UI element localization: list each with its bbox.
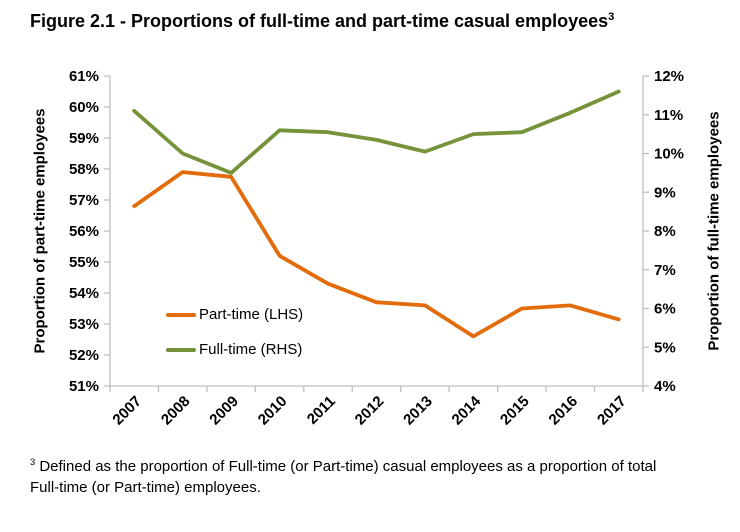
- legend: Part-time (LHS) Full-time (RHS): [166, 306, 303, 359]
- right-axis-tick-label: 5%: [654, 339, 676, 356]
- left-axis-tick-label: 51%: [69, 378, 99, 395]
- x-axis-tick-label: 2013: [400, 393, 436, 429]
- left-axis-tick-label: 55%: [69, 254, 99, 271]
- left-axis-tick-label: 61%: [69, 68, 99, 85]
- footnote-line-2: Full-time (or Part-time) employees.: [30, 479, 261, 496]
- left-axis-tick-label: 59%: [69, 130, 99, 147]
- footnote-marker: 3: [30, 457, 36, 467]
- line-chart-plot: 51% 52% 53% 54% 55% 56% 57% 58% 59% 60% 61% 4% 5% 6% 7…: [69, 68, 684, 429]
- part-time-line-swatch: [166, 313, 196, 317]
- left-axis-tick-label: 53%: [69, 316, 99, 333]
- legend-item-part-time: Part-time (LHS): [166, 306, 303, 324]
- x-axis-tick-label: 2009: [206, 393, 242, 429]
- left-axis-tick-label: 54%: [69, 285, 99, 302]
- footnote: 3 Defined as the proportion of Full-time…: [30, 452, 736, 498]
- x-axis-tick-label: 2010: [255, 393, 291, 429]
- left-axis-tick-label: 56%: [69, 223, 99, 240]
- part-time-line: [132, 170, 621, 339]
- x-axis-tick-label: 2012: [352, 393, 388, 429]
- figure-title-text: Figure 2.1 - Proportions of full-time an…: [30, 11, 609, 31]
- legend-label-part-time: Part-time (LHS): [199, 306, 304, 323]
- legend-label-full-time: Full-time (RHS): [199, 341, 303, 358]
- x-axis-tick-label: 2008: [158, 393, 194, 429]
- legend-item-full-time: Full-time (RHS): [166, 341, 303, 359]
- full-time-line-swatch: [166, 348, 196, 352]
- figure-title-footnote-marker: 3: [608, 11, 615, 23]
- x-axis-tick-label: 2007: [109, 393, 145, 429]
- right-axis-tick-label: 10%: [654, 146, 684, 163]
- x-axis-tick-label: 2015: [497, 393, 533, 429]
- right-axis-tick-label: 11%: [654, 107, 683, 124]
- x-axis-tick-label: 2017: [594, 393, 630, 429]
- left-axis-tick-label: 60%: [69, 99, 99, 116]
- right-axis-tick-label: 4%: [654, 378, 676, 395]
- left-axis-tick-label: 57%: [69, 192, 99, 209]
- right-axis-tick-label: 6%: [654, 301, 676, 318]
- figure-title: Figure 2.1 - Proportions of full-time an…: [30, 11, 614, 32]
- x-axis-tick-label: 2014: [449, 392, 485, 428]
- right-axis-tick-label: 8%: [654, 223, 676, 240]
- x-axis-tick-label: 2011: [304, 393, 339, 428]
- left-axis-tick-label: 52%: [69, 347, 99, 364]
- right-axis-title: Proportion of full-time employees: [705, 111, 723, 351]
- left-axis-tick-label: 58%: [69, 161, 99, 178]
- right-axis-tick-label: 7%: [654, 262, 676, 279]
- left-axis-title: Proportion of part-time employees: [31, 108, 49, 354]
- right-axis-tick-label: 12%: [654, 68, 684, 85]
- footnote-line-1: Defined as the proportion of Full-time (…: [39, 458, 657, 475]
- x-axis-tick-label: 2016: [546, 393, 582, 429]
- right-axis-tick-label: 9%: [654, 184, 676, 201]
- full-time-line: [132, 89, 621, 175]
